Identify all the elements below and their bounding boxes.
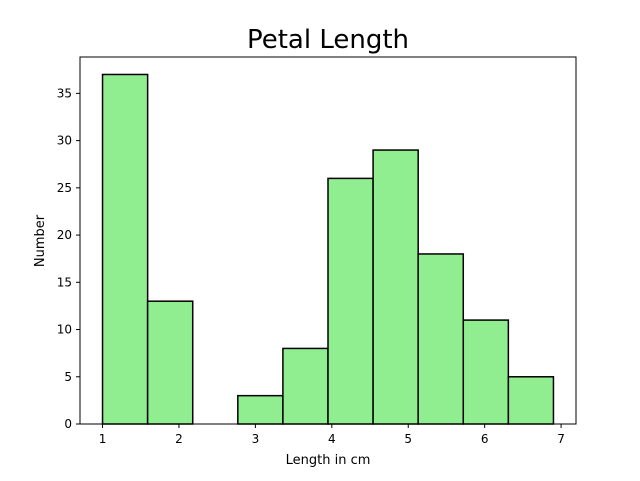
x-tick-label: 3 bbox=[252, 432, 260, 446]
y-axis-ticks: 0 5 10 15 20 25 30 35 bbox=[57, 86, 80, 431]
histogram-bar bbox=[327, 177, 374, 425]
y-tick-label: 0 bbox=[64, 417, 72, 431]
x-axis-label: Length in cm bbox=[286, 453, 371, 468]
histogram-bar bbox=[372, 149, 419, 425]
x-tick-label: 1 bbox=[99, 432, 107, 446]
x-axis-ticks: 1 2 3 4 5 6 7 bbox=[99, 424, 565, 446]
histogram-bar bbox=[417, 253, 465, 425]
histogram-bar bbox=[237, 394, 284, 425]
axes-frame bbox=[79, 56, 577, 425]
bars-group bbox=[101, 73, 555, 425]
histogram-bar bbox=[507, 376, 555, 425]
y-tick-label: 35 bbox=[57, 86, 72, 100]
histogram-bar bbox=[146, 300, 194, 425]
x-tick-label: 7 bbox=[557, 432, 565, 446]
y-tick-label: 5 bbox=[64, 370, 72, 384]
y-tick-label: 30 bbox=[57, 134, 72, 148]
x-tick-label: 4 bbox=[328, 432, 336, 446]
histogram-bar bbox=[462, 319, 510, 425]
y-tick-label: 20 bbox=[57, 228, 72, 242]
histogram-bar bbox=[101, 73, 149, 425]
y-axis-label: Number bbox=[33, 214, 48, 267]
histogram-bar bbox=[282, 347, 329, 425]
x-tick-label: 5 bbox=[404, 432, 412, 446]
y-tick-label: 25 bbox=[57, 181, 72, 195]
x-tick-label: 6 bbox=[481, 432, 489, 446]
x-tick-label: 2 bbox=[175, 432, 183, 446]
y-tick-label: 15 bbox=[57, 275, 72, 289]
chart-title: Petal Length bbox=[247, 25, 409, 55]
y-tick-label: 10 bbox=[57, 323, 72, 337]
